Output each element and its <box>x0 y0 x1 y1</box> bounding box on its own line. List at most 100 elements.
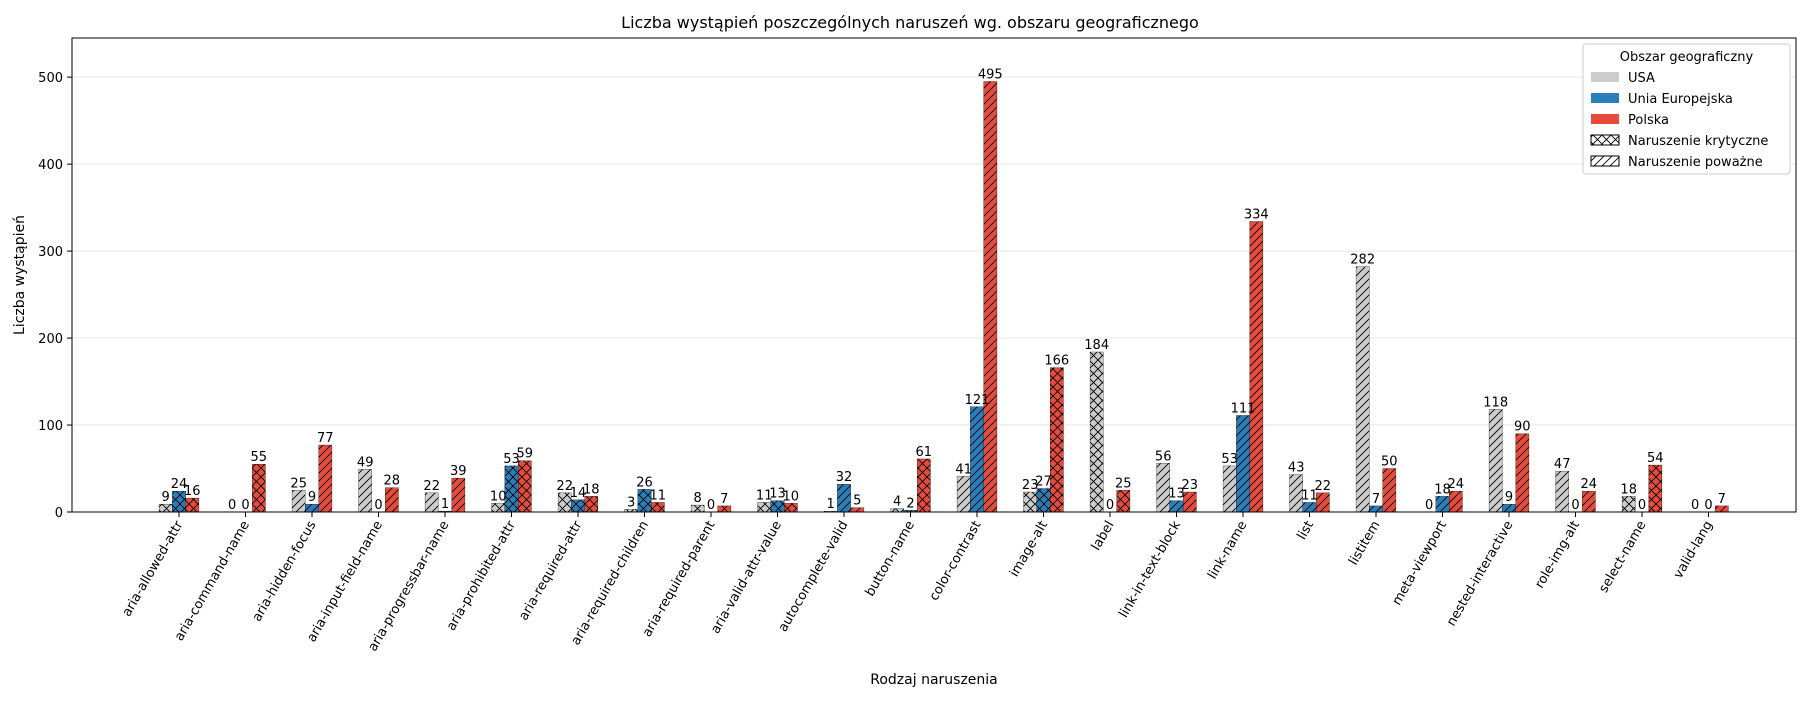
bar-hatch <box>1116 490 1131 513</box>
x-tick-label: aria-command-name <box>172 519 253 644</box>
bar-value-label: 50 <box>1381 455 1398 470</box>
bar-hatch <box>917 458 931 513</box>
x-tick-label: image-alt <box>1007 519 1051 580</box>
x-tick-label: aria-prohibited-attr <box>444 518 519 634</box>
bar-value-label: 3 <box>627 495 635 510</box>
bar-value-label: 61 <box>916 445 933 460</box>
y-tick-label: 200 <box>38 332 63 347</box>
bar-hatch <box>651 502 665 513</box>
bar-value-label: 111 <box>1231 401 1256 416</box>
bar-value-label: 10 <box>783 489 800 504</box>
bar-hatch <box>1502 504 1516 513</box>
bar-value-label: 56 <box>1155 449 1172 464</box>
bar-value-label: 8 <box>694 491 702 506</box>
bar-value-label: 53 <box>503 452 520 467</box>
bar-value-label: 16 <box>184 484 201 499</box>
bar-value-label: 23 <box>1182 478 1199 493</box>
bar-hatch <box>1316 492 1330 513</box>
bar-value-label: 22 <box>556 479 573 494</box>
y-axis: 0 100 200 300 400 500 <box>38 71 72 521</box>
bar-value-label: 0 <box>241 498 249 513</box>
bar-hatch <box>1488 409 1503 513</box>
legend-entry-label: USA <box>1628 71 1655 86</box>
bar-value-label: 54 <box>1647 451 1664 466</box>
x-tick-label: aria-hidden-focus <box>250 518 320 624</box>
bar-value-label: 41 <box>955 462 972 477</box>
x-tick-label: autocomplete-valid <box>776 519 852 635</box>
bar-value-label: 121 <box>965 393 990 408</box>
y-axis-label: Liczba wystąpień <box>12 215 28 335</box>
bar-value-label: 495 <box>978 67 1003 82</box>
bar-value-label: 0 <box>1704 498 1712 513</box>
bar-value-label: 1 <box>827 497 835 512</box>
bar-hatch <box>1449 490 1463 513</box>
bar-value-label: 25 <box>290 476 307 491</box>
x-tick-label: aria-allowed-attr <box>120 518 187 619</box>
bar-value-label: 23 <box>1022 478 1039 493</box>
bar-hatch <box>1355 266 1370 513</box>
bar-hatch <box>451 477 466 513</box>
bar-hatch <box>1249 221 1264 513</box>
bar-value-label: 90 <box>1514 420 1531 435</box>
bar-value-label: 11 <box>1301 488 1318 503</box>
bar-value-label: 14 <box>570 486 587 501</box>
x-tick-label: role-img-alt <box>1532 519 1583 592</box>
bar-hatch <box>1648 464 1663 513</box>
x-tick-label: aria-required-children <box>569 519 652 649</box>
plot-frame <box>71 37 1797 513</box>
legend-entry-label: Naruszenie krytyczne <box>1628 134 1768 149</box>
bar-value-label: 18 <box>1620 482 1637 497</box>
y-tick-label: 300 <box>38 245 63 260</box>
y-tick-label: 500 <box>38 71 63 86</box>
x-axis-label: Rodzaj naruszenia <box>870 672 998 688</box>
x-tick-label: listitem <box>1346 519 1383 568</box>
bar-value-label: 0 <box>1425 498 1433 513</box>
bar-hatch <box>491 503 505 513</box>
bar-value-label: 0 <box>228 498 236 513</box>
bar-hatch <box>318 444 333 513</box>
x-tick-label: aria-required-parent <box>640 519 719 640</box>
bar-value-label: 118 <box>1483 395 1508 410</box>
bar-value-label: 28 <box>384 474 401 489</box>
legend-box <box>1582 43 1791 175</box>
bar-value-label: 49 <box>357 455 374 470</box>
bar-value-label: 39 <box>450 464 467 479</box>
bar-hatch <box>1183 491 1197 513</box>
bar-hatch <box>1236 415 1250 513</box>
x-tick-label: link-name <box>1205 519 1250 582</box>
bar-value-label: 9 <box>1505 490 1513 505</box>
bar-hatch <box>1036 488 1051 513</box>
bar-value-label: 0 <box>1691 498 1699 513</box>
bar-value-label: 184 <box>1084 338 1109 353</box>
y-tick-label: 0 <box>55 506 63 521</box>
bar-hatch <box>1582 490 1596 513</box>
bar-hatch <box>1621 496 1636 513</box>
x-tick-label: link-in-text-block <box>1116 518 1184 620</box>
bar-hatch <box>1222 465 1237 513</box>
bar-value-label: 7 <box>1372 492 1380 507</box>
bar-hatch <box>1023 491 1037 513</box>
bar-hatch <box>1382 468 1397 513</box>
bar-value-label: 166 <box>1044 354 1069 369</box>
x-tick-label: nested-interactive <box>1444 519 1516 629</box>
bar-value-label: 27 <box>1035 475 1052 490</box>
bar-hatch <box>1515 433 1530 513</box>
legend-swatch <box>1591 72 1619 82</box>
x-tick-label: valid-lang <box>1671 519 1716 582</box>
bar-hatch <box>970 406 984 513</box>
bar-hatch <box>518 460 532 513</box>
x-tick-label: select-name <box>1596 519 1649 596</box>
bar-value-label: 13 <box>769 487 786 502</box>
bar-hatch <box>358 469 372 513</box>
bar-value-label: 11 <box>650 488 667 503</box>
bar-value-label: 53 <box>1221 452 1238 467</box>
bar-hatch <box>584 496 599 513</box>
bar-hatch <box>384 487 399 513</box>
bar-hatch <box>504 465 519 513</box>
bar-value-label: 0 <box>1638 498 1646 513</box>
bar-value-label: 4 <box>893 495 901 510</box>
bar-value-label: 24 <box>1581 477 1598 492</box>
bar-hatch <box>158 504 173 513</box>
